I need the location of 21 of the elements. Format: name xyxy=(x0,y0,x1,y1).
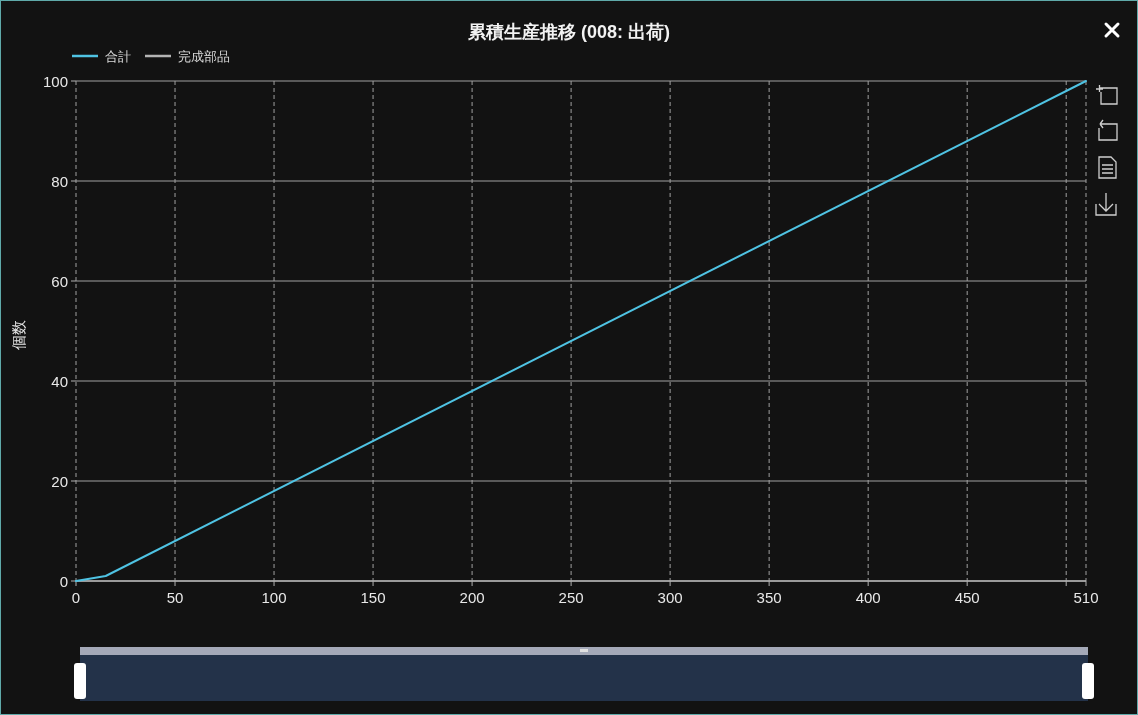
y-tick-label: 20 xyxy=(51,472,68,490)
x-tick-label: 150 xyxy=(360,588,386,606)
y-tick-label: 40 xyxy=(51,372,68,390)
x-tick-label: 400 xyxy=(855,588,881,606)
x-tick-label: 450 xyxy=(954,588,980,606)
legend-label: 完成部品 xyxy=(178,48,230,64)
y-tick-label: 60 xyxy=(51,272,68,290)
x-tick-label: 350 xyxy=(756,588,782,606)
y-tick-label: 100 xyxy=(42,72,68,90)
y-tick-label: 80 xyxy=(51,172,68,190)
x-tick-label: 200 xyxy=(459,588,485,606)
x-tick-label: 250 xyxy=(558,588,584,606)
y-tick-label: 0 xyxy=(59,572,68,590)
chart-title: 累積生産推移 (008: 出荷) xyxy=(466,22,671,42)
x-tick-label: 0 xyxy=(71,588,81,606)
x-tick-label: 300 xyxy=(657,588,683,606)
y-axis-title: 個数 xyxy=(9,320,27,350)
legend-label: 合計 xyxy=(105,48,131,64)
x-tick-label: 50 xyxy=(166,588,184,606)
x-tick-label: 100 xyxy=(261,588,287,606)
x-tick-label: 510 xyxy=(1073,588,1099,606)
